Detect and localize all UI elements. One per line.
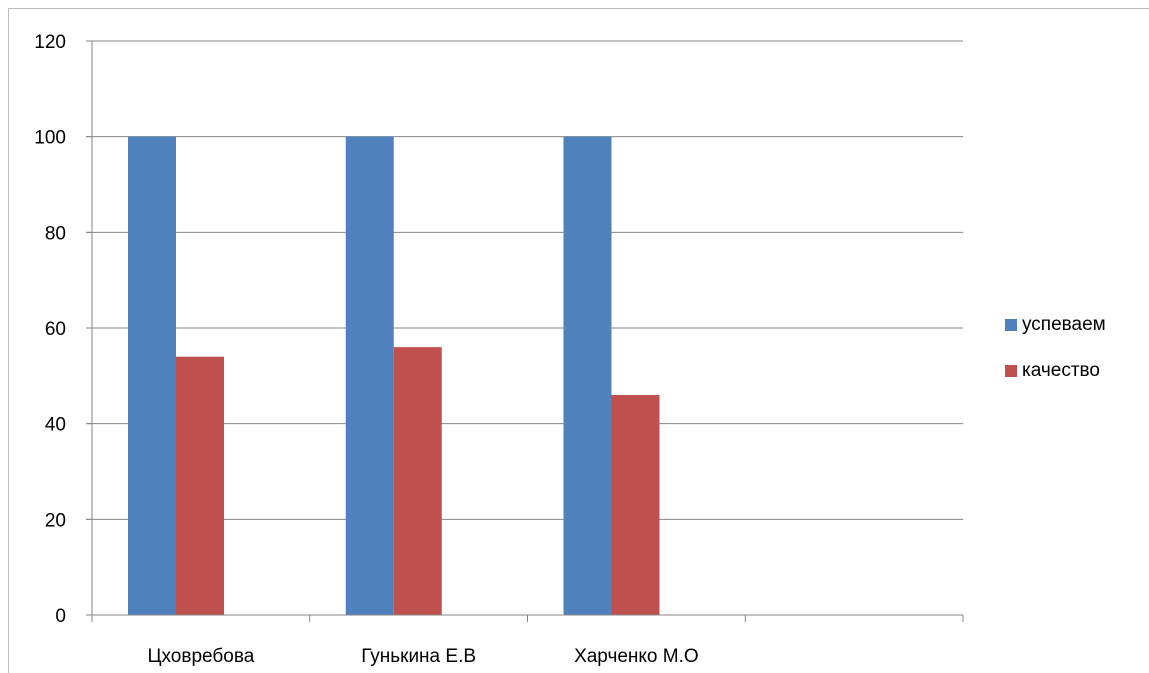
gridlines bbox=[86, 40, 963, 520]
x-tick-label: Гунькина Е.В bbox=[361, 646, 476, 667]
y-tick-label: 120 bbox=[34, 32, 66, 53]
legend-swatch-kachestvo bbox=[1005, 365, 1017, 377]
legend: успеваем качество bbox=[1005, 312, 1106, 404]
legend-swatch-uspevaem bbox=[1005, 319, 1017, 331]
tick-labels: 0 20 40 60 80 100 120 Цховребова Гунькина Е.В Хар… bbox=[34, 32, 698, 667]
legend-item-uspevaem: успеваем bbox=[1005, 312, 1106, 338]
y-tick-label: 100 bbox=[34, 128, 66, 149]
axes bbox=[86, 40, 964, 622]
y-tick-label: 80 bbox=[45, 223, 66, 244]
bar-uspevaem bbox=[563, 136, 612, 615]
bar-kachestvo bbox=[176, 356, 224, 615]
legend-label-uspevaem: успеваем bbox=[1022, 314, 1106, 335]
y-tick-label: 40 bbox=[45, 415, 66, 436]
y-tick-label: 0 bbox=[55, 606, 66, 627]
x-tick-label: Цховребова bbox=[147, 646, 254, 667]
x-tick-label: Харченко М.О bbox=[574, 646, 699, 667]
bar-uspevaem bbox=[128, 136, 176, 615]
legend-label-kachestvo: качество bbox=[1022, 360, 1100, 381]
bars bbox=[128, 136, 660, 615]
bar-uspevaem bbox=[345, 136, 394, 615]
legend-item-kachestvo: качество bbox=[1005, 358, 1106, 384]
y-tick-label: 20 bbox=[45, 510, 66, 531]
bar-kachestvo bbox=[611, 394, 660, 615]
y-tick-label: 60 bbox=[45, 319, 66, 340]
bar-kachestvo bbox=[393, 347, 442, 615]
